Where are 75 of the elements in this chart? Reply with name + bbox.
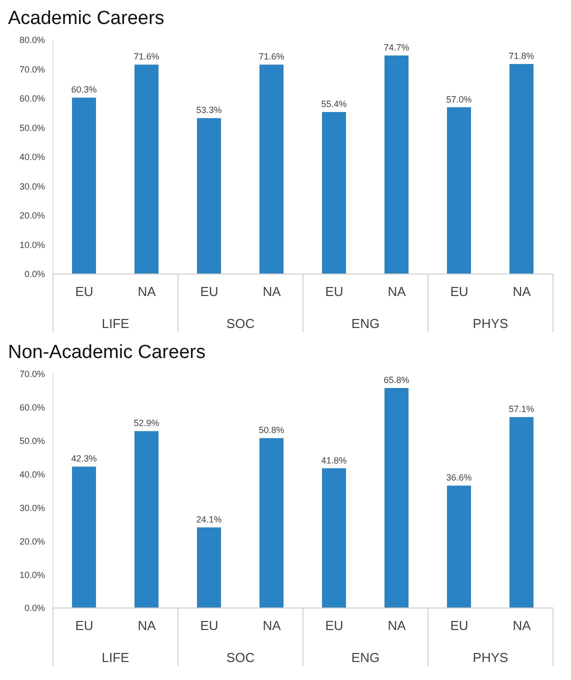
bar [197, 118, 221, 274]
x-tick-label: EU [325, 284, 344, 299]
y-tick-label: 10.0% [19, 570, 45, 580]
y-tick-label: 0.0% [24, 603, 45, 614]
y-tick-label: 30.0% [19, 181, 45, 192]
y-tick-label: 20.0% [19, 210, 45, 221]
data-label: 36.6% [446, 472, 472, 483]
bar [134, 64, 158, 274]
x-tick-label: EU [75, 284, 94, 299]
data-label: 24.1% [196, 514, 222, 524]
chart-title: Non-Academic Careers [8, 342, 206, 364]
y-tick-label: 20.0% [19, 536, 45, 546]
bar [447, 107, 471, 274]
bar [72, 98, 96, 274]
x-tick-label: NA [138, 618, 156, 633]
data-label: 65.8% [384, 375, 410, 386]
data-label: 42.3% [71, 454, 97, 464]
x-tick-label: NA [262, 284, 282, 299]
x-tick-label: NA [138, 284, 156, 299]
data-label: 53.3% [196, 105, 222, 116]
text: ENG [351, 650, 380, 665]
bar [384, 56, 408, 274]
data-label: 71.6% [134, 52, 160, 62]
bar [510, 64, 534, 274]
x-tick-label: EU [450, 284, 468, 299]
y-tick-label: 50.0% [19, 436, 45, 446]
x-tick-label: NA [388, 618, 406, 633]
x-tick-label: NA [388, 284, 406, 299]
x-tick-label: EU [75, 618, 94, 633]
text: PHYS [472, 650, 509, 665]
data-label: 52.9% [134, 418, 160, 428]
data-label: 41.8% [321, 455, 347, 466]
x-tick-label: EU [200, 284, 218, 299]
y-tick-label: 10.0% [19, 240, 45, 250]
text: LIFE [102, 316, 130, 331]
y-tick-label: 40.0% [19, 152, 45, 162]
data-label: 55.4% [321, 98, 347, 109]
bar [322, 112, 346, 274]
y-tick-label: 70.0% [19, 64, 45, 74]
y-tick-label: 60.0% [19, 94, 45, 104]
y-tick-label: 60.0% [19, 402, 45, 413]
x-tick-label: EU [325, 618, 344, 633]
y-tick-label: 70.0% [19, 369, 45, 380]
y-tick-label: 0.0% [24, 269, 45, 280]
data-label: 74.7% [384, 42, 410, 53]
data-label: 60.3% [71, 84, 97, 95]
y-tick-label: 50.0% [19, 122, 45, 133]
bar [447, 486, 471, 608]
bar [134, 431, 158, 608]
x-tick-label: NA [512, 618, 532, 633]
bar [72, 466, 96, 608]
data-label: 71.8% [508, 50, 534, 61]
bar [510, 417, 534, 608]
x-tick-label: NA [512, 284, 532, 299]
bar [384, 388, 408, 608]
text: ENG [351, 316, 380, 331]
data-label: 50.8% [258, 425, 284, 436]
bar [260, 438, 284, 608]
text: LIFE [102, 650, 130, 665]
text: SOC [226, 316, 255, 331]
y-tick-label: 30.0% [19, 502, 45, 513]
text: PHYS [472, 316, 509, 331]
data-label: 57.1% [508, 404, 534, 414]
bar [260, 64, 284, 274]
x-tick-label: EU [200, 618, 218, 633]
x-tick-label: NA [262, 618, 282, 633]
y-tick-label: 40.0% [19, 469, 45, 480]
data-label: 57.0% [446, 94, 472, 104]
text: SOC [226, 650, 255, 665]
y-tick-label: 80.0% [19, 35, 45, 46]
bar [322, 468, 346, 608]
data-label: 71.6% [258, 52, 284, 62]
bar [197, 527, 221, 608]
x-tick-label: EU [450, 618, 468, 633]
chart-title: Academic Careers [8, 8, 166, 30]
